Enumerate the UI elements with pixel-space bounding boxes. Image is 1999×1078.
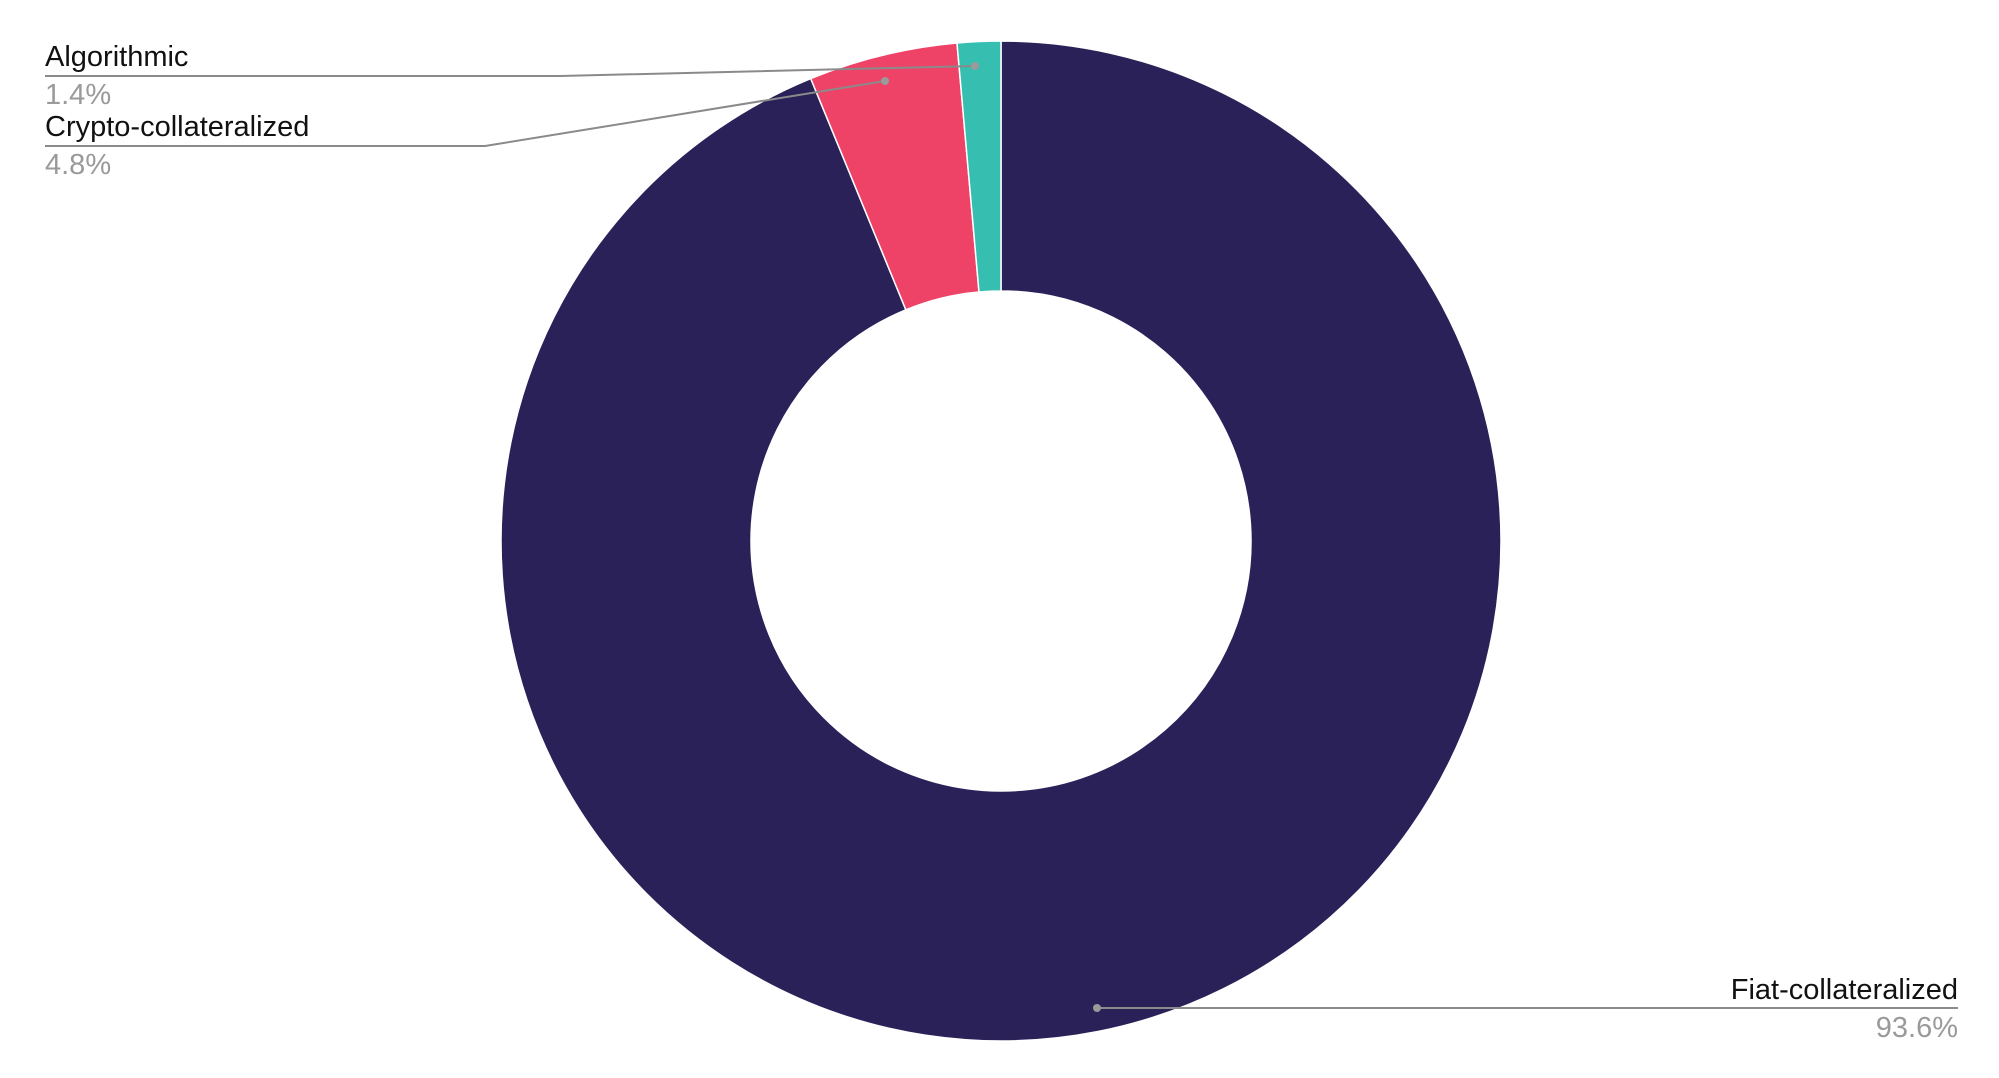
slice-label-crypto: Crypto-collateralized bbox=[45, 111, 309, 143]
slice-value-algorithmic: 1.4% bbox=[45, 79, 111, 111]
slice-fiat bbox=[500, 40, 1502, 1042]
label-group-algorithmic: Algorithmic 1.4% bbox=[45, 41, 979, 111]
slice-value-fiat: 93.6% bbox=[1876, 1012, 1958, 1044]
slice-label-fiat: Fiat-collateralized bbox=[1731, 974, 1958, 1006]
donut-slices bbox=[500, 40, 1502, 1042]
slice-label-algorithmic: Algorithmic bbox=[45, 41, 188, 73]
leader-dot-fiat bbox=[1093, 1004, 1101, 1012]
leader-dot-crypto bbox=[881, 77, 889, 85]
label-group-fiat: Fiat-collateralized 93.6% bbox=[1093, 974, 1958, 1044]
leader-line-algorithmic bbox=[45, 65, 976, 77]
label-group-crypto: Crypto-collateralized 4.8% bbox=[45, 77, 889, 181]
slice-algorithmic bbox=[956, 40, 1002, 293]
leader-dot-algorithmic bbox=[971, 62, 979, 70]
leader-line-crypto bbox=[45, 80, 886, 147]
slice-value-crypto: 4.8% bbox=[45, 149, 111, 181]
